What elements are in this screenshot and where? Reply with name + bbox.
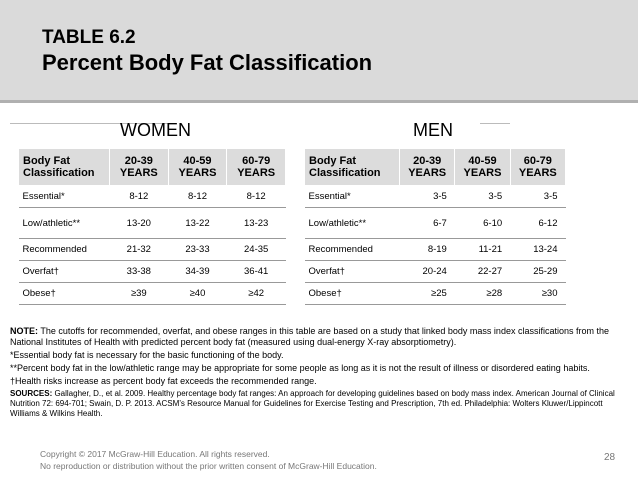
row-label: Low/athletic** <box>304 207 400 239</box>
cell-value: 8-12 <box>168 185 227 208</box>
table-row: Recommended 21-32 23-33 24-35 <box>18 238 286 261</box>
table-label: TABLE 6.2 <box>42 27 136 48</box>
header-band <box>0 0 638 100</box>
row-label: Recommended <box>304 238 400 261</box>
table-row: Overfat† 20-24 22-27 25-29 <box>304 260 566 283</box>
women-col-20-39: 20-39 YEARS <box>109 148 169 186</box>
cell-value: ≥39 <box>109 282 169 305</box>
cell-value: 13-20 <box>109 207 169 239</box>
cell-value: 25-29 <box>510 260 566 283</box>
copyright-text: Copyright © 2017 McGraw-Hill Education. … <box>40 449 270 459</box>
men-col-40-59: 40-59 YEARS <box>454 148 511 186</box>
table-row: Low/athletic** 13-20 13-22 13-23 <box>18 207 286 239</box>
women-col-60-79: 60-79 YEARS <box>226 148 286 186</box>
cell-value: ≥30 <box>510 282 566 305</box>
slide-title: Percent Body Fat Classification <box>42 50 373 75</box>
cell-value: ≥40 <box>168 282 227 305</box>
sources-paragraph: SOURCES: Gallagher, D., et al. 2009. Hea… <box>10 389 620 419</box>
cell-value: 6-10 <box>454 207 511 239</box>
cell-value: 13-23 <box>226 207 286 239</box>
men-col-20-39: 20-39 YEARS <box>398 148 456 186</box>
cell-value: 13-24 <box>510 238 566 261</box>
table-row: Obese† ≥39 ≥40 ≥42 <box>18 282 286 305</box>
women-rule-left <box>10 123 170 124</box>
cell-value: 33-38 <box>109 260 169 283</box>
row-label: Overfat† <box>18 260 110 283</box>
cell-value: ≥28 <box>454 282 511 305</box>
cell-value: 8-12 <box>226 185 286 208</box>
cell-value: 34-39 <box>168 260 227 283</box>
row-label: Overfat† <box>304 260 400 283</box>
women-col-classification: Body Fat Classification <box>18 148 110 186</box>
cell-value: 6-7 <box>399 207 455 239</box>
men-col-classification: Body Fat Classification <box>304 148 400 186</box>
men-col-60-79: 60-79 YEARS <box>509 148 567 186</box>
note-paragraph: NOTE: The cutoffs for recommended, overf… <box>10 326 620 348</box>
page-number: 28 <box>604 452 616 463</box>
cell-value: 36-41 <box>226 260 286 283</box>
men-header-row: Body Fat Classification 20-39 YEARS 40-5… <box>304 148 567 186</box>
table-row: Obese† ≥25 ≥28 ≥30 <box>304 282 566 305</box>
cell-value: 8-12 <box>109 185 169 208</box>
cell-value: 3-5 <box>399 185 455 208</box>
low-athletic-footnote: **Percent body fat in the low/athletic r… <box>10 363 590 373</box>
notes: NOTE: The cutoffs for recommended, overf… <box>10 326 620 421</box>
table-row: Essential* 3-5 3-5 3-5 <box>304 185 566 208</box>
cell-value: 6-12 <box>510 207 566 239</box>
cell-value: 11-21 <box>454 238 511 261</box>
cell-value: ≥42 <box>226 282 286 305</box>
table-row: Essential* 8-12 8-12 8-12 <box>18 185 286 208</box>
row-label: Essential* <box>18 185 110 208</box>
cell-value: 3-5 <box>454 185 511 208</box>
women-table: Body Fat Classification 20-39 YEARS 40-5… <box>18 148 286 305</box>
row-label: Essential* <box>304 185 400 208</box>
men-rule-right <box>480 123 510 124</box>
disclaimer-text: No reproduction or distribution without … <box>40 461 377 471</box>
cell-value: 21-32 <box>109 238 169 261</box>
cell-value: 8-19 <box>399 238 455 261</box>
cell-value: ≥25 <box>399 282 455 305</box>
cell-value: 23-33 <box>168 238 227 261</box>
men-table: Body Fat Classification 20-39 YEARS 40-5… <box>304 148 567 305</box>
footer: Copyright © 2017 McGraw-Hill Education. … <box>40 448 377 472</box>
health-risk-footnote: †Health risks increase as percent body f… <box>10 376 317 386</box>
women-header-row: Body Fat Classification 20-39 YEARS 40-5… <box>18 148 286 186</box>
note-text: The cutoffs for recommended, overfat, an… <box>10 326 609 347</box>
cell-value: 24-35 <box>226 238 286 261</box>
table-row: Overfat† 33-38 34-39 36-41 <box>18 260 286 283</box>
cell-value: 20-24 <box>399 260 455 283</box>
cell-value: 13-22 <box>168 207 227 239</box>
table-row: Low/athletic** 6-7 6-10 6-12 <box>304 207 566 239</box>
note-label: NOTE: <box>10 326 38 336</box>
cell-value: 3-5 <box>510 185 566 208</box>
sources-label: SOURCES: <box>10 389 53 398</box>
row-label: Obese† <box>18 282 110 305</box>
cell-value: 22-27 <box>454 260 511 283</box>
women-title: WOMEN <box>120 120 191 140</box>
header-divider <box>0 100 638 103</box>
sources-text: Gallagher, D., et al. 2009. Healthy perc… <box>10 389 615 418</box>
table-row: Recommended 8-19 11-21 13-24 <box>304 238 566 261</box>
men-title: MEN <box>413 120 453 140</box>
row-label: Low/athletic** <box>18 207 110 239</box>
row-label: Obese† <box>304 282 400 305</box>
essential-footnote: *Essential body fat is necessary for the… <box>10 350 284 360</box>
women-col-40-59: 40-59 YEARS <box>167 148 228 186</box>
row-label: Recommended <box>18 238 110 261</box>
